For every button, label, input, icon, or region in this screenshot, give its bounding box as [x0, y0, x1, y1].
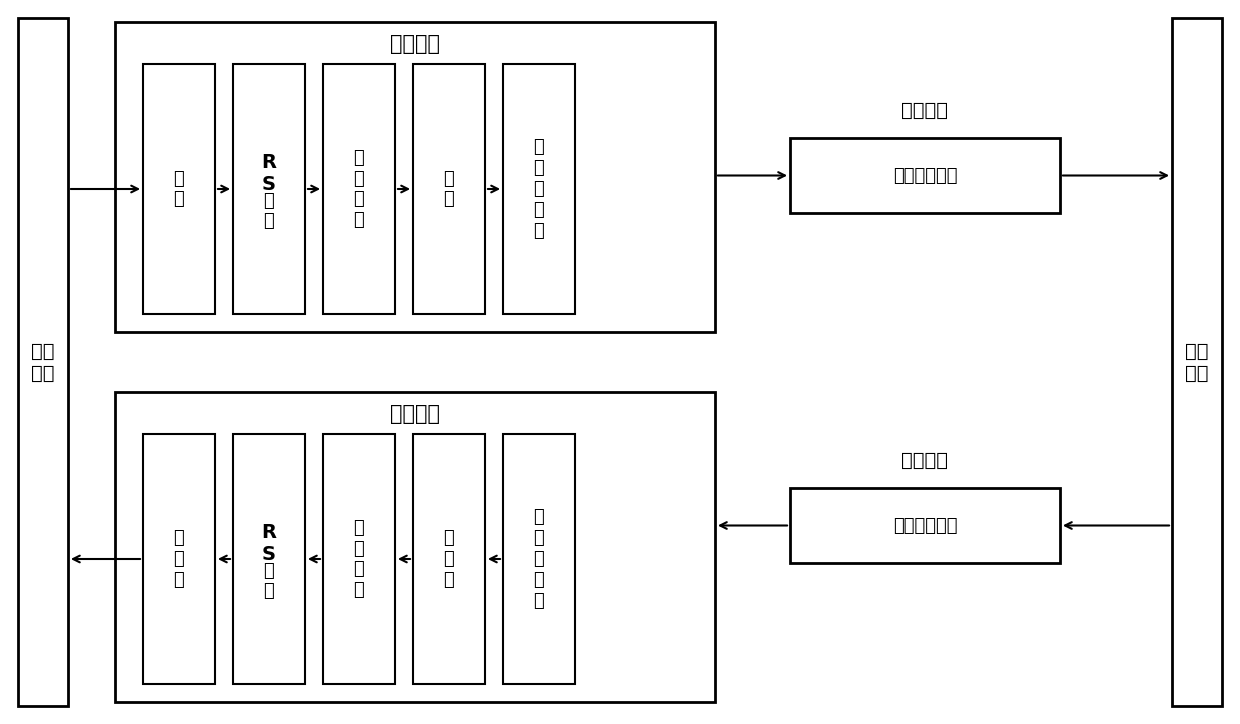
Bar	[1172, 18, 1221, 706]
Bar	[413, 434, 485, 684]
Bar	[503, 64, 575, 314]
Bar	[115, 392, 715, 702]
Bar	[115, 22, 715, 332]
Text: 解
扰
码: 解 扰 码	[174, 529, 185, 589]
Text: 提
取
帧
同
步: 提 取 帧 同 步	[533, 508, 544, 610]
Text: 译
码: 译 码	[264, 562, 274, 600]
Text: 交
织: 交 织	[444, 169, 454, 209]
Text: 数据发送: 数据发送	[901, 101, 949, 119]
Text: 解
交
织: 解 交 织	[444, 529, 454, 589]
Bar	[19, 18, 68, 706]
Text: 音频信号调制: 音频信号调制	[893, 167, 957, 185]
Text: 信道解码: 信道解码	[391, 404, 440, 424]
Text: 编
码: 编 码	[264, 192, 274, 230]
Text: 汉
明
译
码: 汉 明 译 码	[353, 519, 365, 599]
Bar	[322, 64, 396, 314]
Bar	[322, 434, 396, 684]
Bar	[790, 138, 1060, 213]
Text: 汉
明
编
码: 汉 明 编 码	[353, 149, 365, 230]
Text: R
S: R S	[262, 153, 277, 195]
Text: 数据接收: 数据接收	[901, 450, 949, 469]
Bar	[143, 64, 215, 314]
Bar	[413, 64, 485, 314]
Bar	[143, 434, 215, 684]
Text: 短波
电台: 短波 电台	[1185, 342, 1209, 382]
Bar	[233, 434, 305, 684]
Text: R
S: R S	[262, 523, 277, 565]
Text: 插
入
帧
同
步: 插 入 帧 同 步	[533, 138, 544, 240]
Text: 主控
模块: 主控 模块	[31, 342, 55, 382]
Text: 信道编码: 信道编码	[391, 34, 440, 54]
Text: 扰
码: 扰 码	[174, 169, 185, 209]
Bar	[790, 488, 1060, 563]
Bar	[503, 434, 575, 684]
Bar	[233, 64, 305, 314]
Text: 音频信号解调: 音频信号解调	[893, 516, 957, 534]
